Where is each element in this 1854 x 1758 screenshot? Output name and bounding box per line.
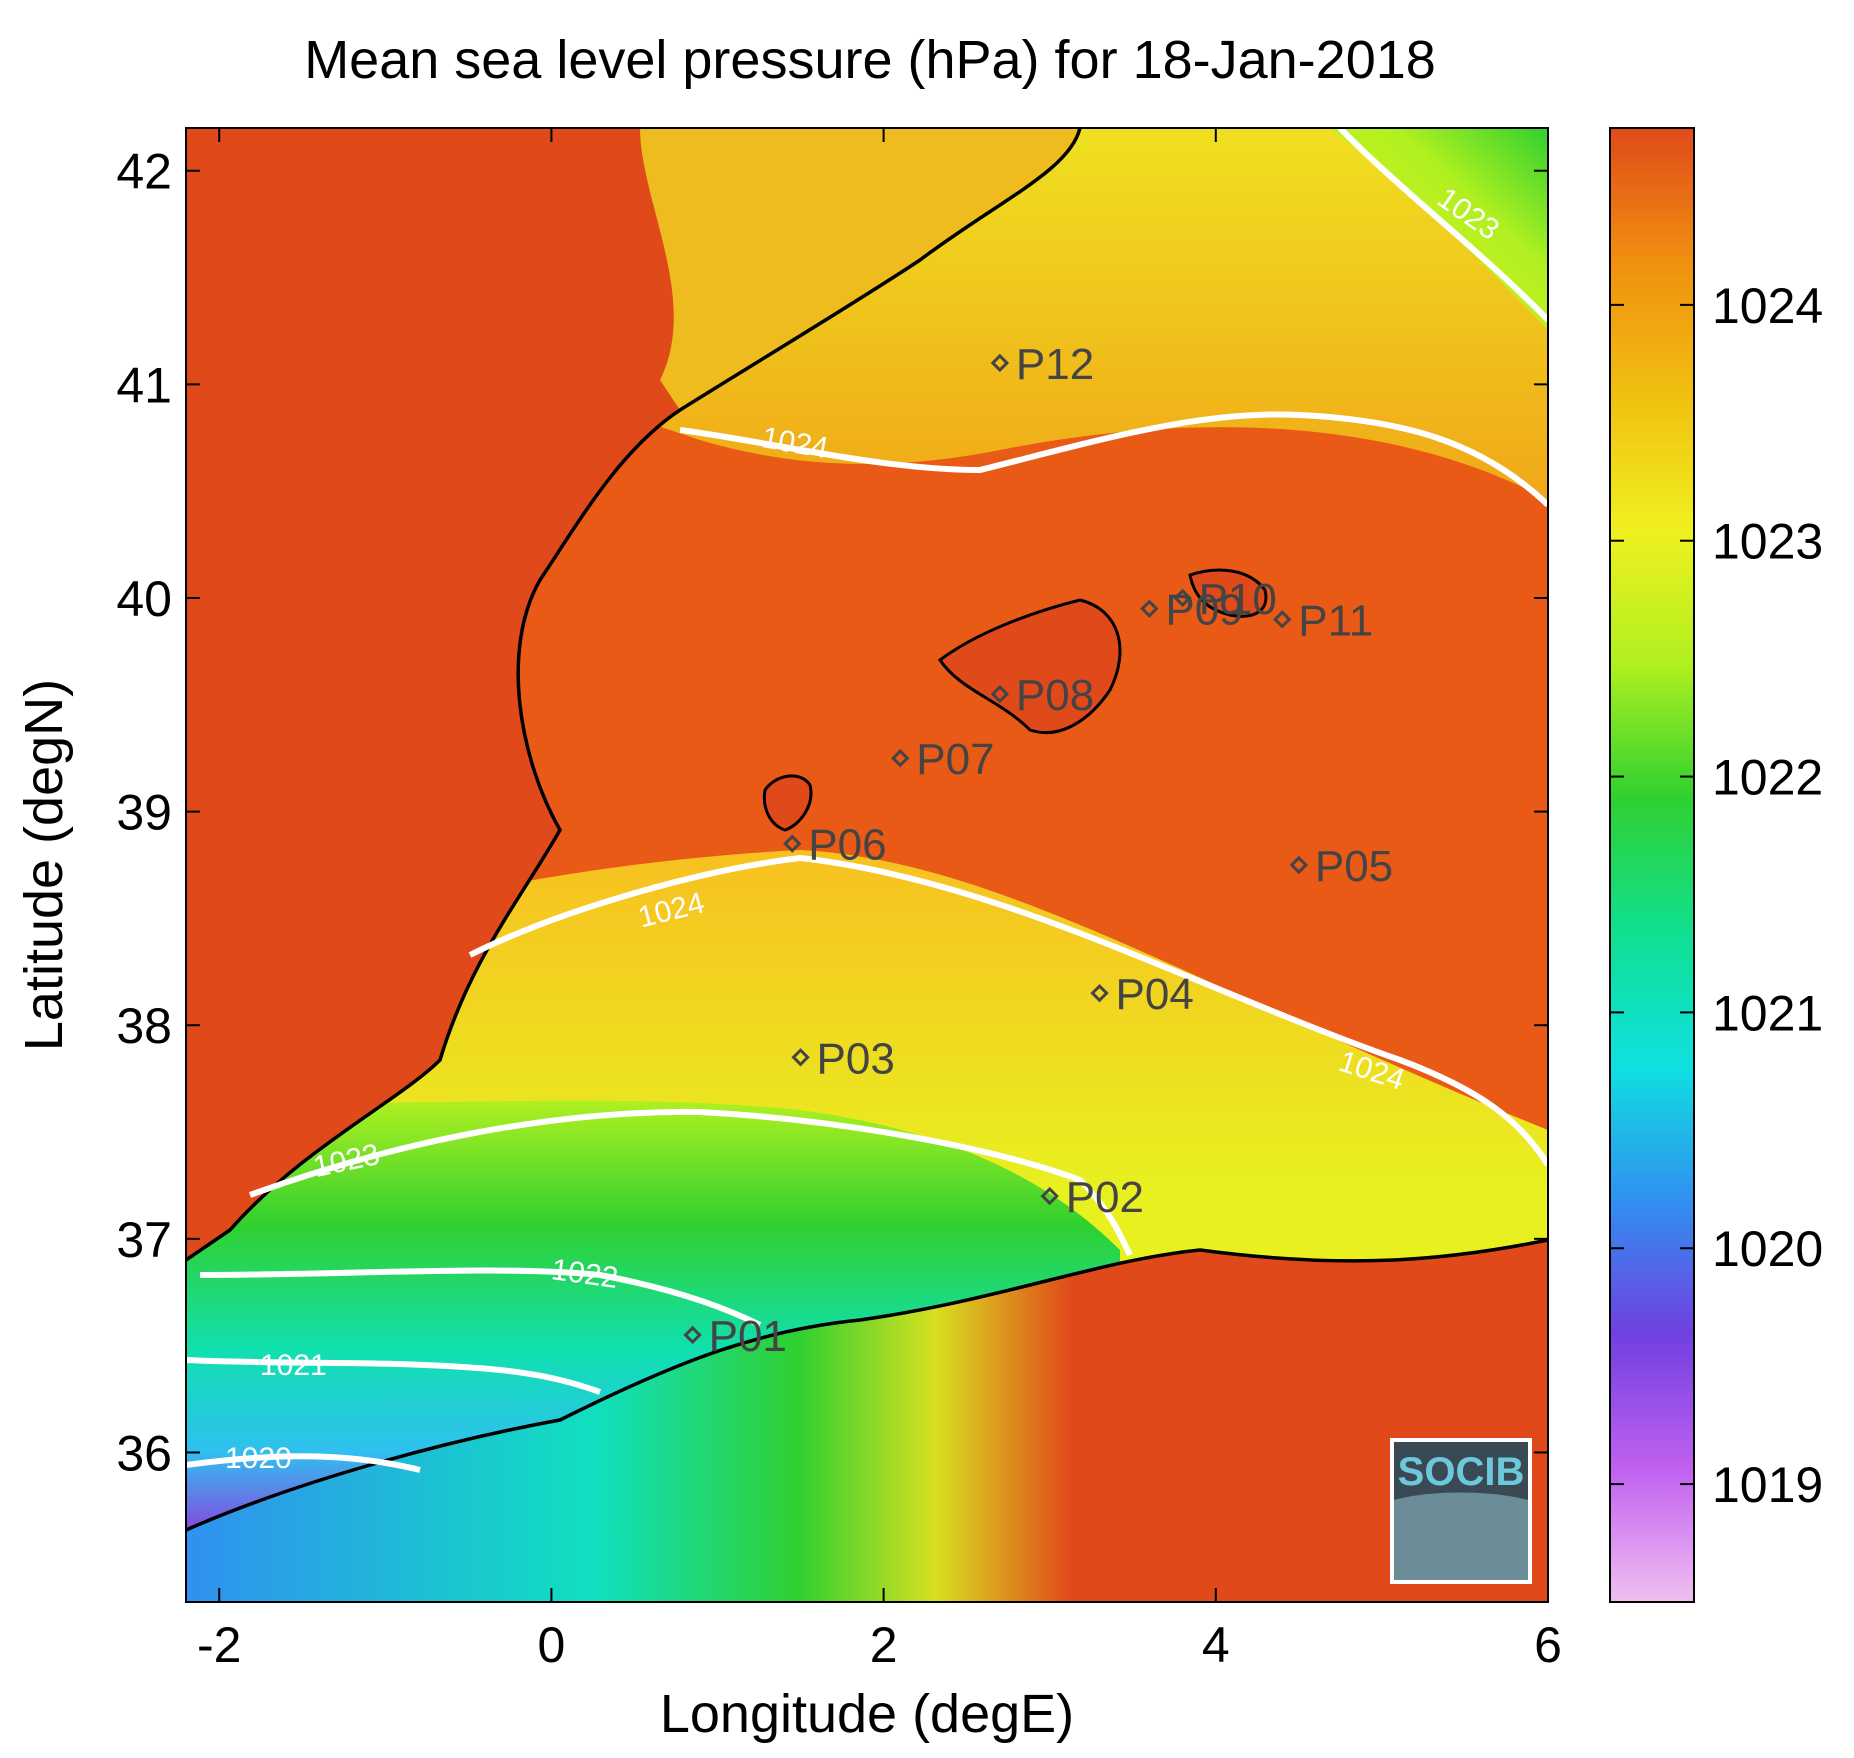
station-p03: P03 — [791, 1034, 895, 1083]
map-plot-area: 1024 1024 1024 1023 1023 1022 1021 1020 … — [186, 128, 1548, 1602]
y-tick-label: 37 — [116, 1212, 172, 1268]
iberia-coastal-strip — [640, 128, 1080, 410]
station-p01: P01 — [683, 1312, 787, 1361]
y-tick-label: 42 — [116, 144, 172, 200]
isobar-lines — [186, 128, 1548, 1473]
x-tick-label: -2 — [197, 1617, 241, 1673]
station-p06: P06 — [783, 821, 887, 870]
y-tick-label: 38 — [116, 998, 172, 1054]
station-label: P01 — [709, 1312, 787, 1361]
station-marker-icon — [1040, 1186, 1059, 1206]
station-p12: P12 — [990, 340, 1094, 389]
x-tick-label: 2 — [870, 1617, 898, 1673]
x-tick-label: 6 — [1534, 1617, 1562, 1673]
station-marker-icon — [1173, 588, 1192, 608]
station-label: P12 — [1016, 340, 1094, 389]
colorbar-tick-label: 1023 — [1712, 514, 1823, 570]
colorbar-tick-label: 1020 — [1712, 1221, 1823, 1277]
figure-title: Mean sea level pressure (hPa) for 18-Jan… — [304, 30, 1436, 90]
north-africa-land — [186, 1240, 1548, 1602]
station-p11: P11 — [1273, 596, 1373, 645]
colorbar-tick-label: 1022 — [1712, 750, 1823, 806]
station-p07: P07 — [891, 735, 995, 784]
africa-coastline — [186, 1238, 1548, 1532]
colorbar-tick-label: 1019 — [1712, 1457, 1823, 1513]
colorbar-tick-label: 1021 — [1712, 985, 1823, 1041]
x-tick-label: 4 — [1202, 1617, 1230, 1673]
y-axis: 36 37 38 39 40 41 42 — [116, 144, 1548, 1481]
isobar-label-1021: 1021 — [260, 1349, 327, 1382]
station-marker-icon — [1289, 855, 1309, 875]
y-tick-label: 41 — [116, 357, 172, 413]
station-label: P04 — [1116, 970, 1194, 1019]
station-marker-icon — [683, 1325, 702, 1345]
station-label: P10 — [1199, 575, 1277, 624]
plot-frame — [185, 127, 1549, 1603]
y-tick-label: 36 — [116, 1425, 172, 1481]
colorbar — [1609, 127, 1695, 1603]
station-marker-icon — [783, 834, 802, 853]
isobar-1024-north — [679, 411, 1548, 508]
x-axis: -2 0 2 4 6 — [197, 128, 1562, 1673]
station-marker-icon — [990, 353, 1010, 373]
socib-logo-wave — [1394, 1492, 1528, 1580]
x-tick-label: 0 — [538, 1617, 566, 1673]
station-label: P02 — [1066, 1173, 1144, 1222]
isobar-1020 — [186, 1453, 421, 1473]
station-p02: P02 — [1040, 1173, 1144, 1222]
station-label: P08 — [1016, 671, 1094, 720]
socib-logo: SOCIB — [1390, 1438, 1532, 1584]
iberia-land — [186, 128, 1080, 1260]
y-tick-label: 40 — [116, 571, 172, 627]
station-p05: P05 — [1289, 842, 1393, 891]
isobar-label-1020: 1020 — [225, 1442, 292, 1475]
station-label: P06 — [808, 821, 886, 870]
x-axis-label: Longitude (degE) — [660, 1684, 1074, 1744]
colorbar-axis: 1019 1020 1021 1022 1023 1024 — [1610, 278, 1823, 1513]
isobar-1022 — [199, 1267, 762, 1328]
station-marker-icon — [1090, 983, 1109, 1003]
station-marker-icon — [990, 684, 1010, 704]
station-p04: P04 — [1090, 970, 1194, 1019]
station-marker-icon — [791, 1048, 810, 1067]
mallorca-island — [937, 598, 1122, 735]
socib-logo-text: SOCIB — [1398, 1450, 1525, 1494]
iberia-coastline — [186, 128, 1082, 1262]
station-marker-icon — [1140, 599, 1159, 618]
station-label: P07 — [916, 735, 994, 784]
station-label: P11 — [1298, 596, 1373, 645]
isobar-1023-northeast — [1337, 128, 1548, 323]
y-axis-label: Latitude (degN) — [14, 679, 74, 1051]
station-marker-icon — [1273, 610, 1292, 629]
station-marker-icon — [891, 748, 910, 768]
isobar-1023 — [248, 1108, 1133, 1257]
station-p08: P08 — [990, 671, 1094, 720]
station-p10: P10 — [1173, 575, 1277, 624]
sea-field-northeast — [1330, 128, 1548, 330]
menorca-island — [1188, 568, 1268, 618]
isobar-1024-south — [468, 854, 1548, 1167]
ibiza-island — [762, 774, 813, 832]
colorbar-tick-label: 1024 — [1712, 278, 1823, 334]
y-tick-label: 39 — [116, 785, 172, 841]
isobar-1021 — [186, 1357, 601, 1395]
station-label: P03 — [817, 1034, 895, 1083]
station-label: P05 — [1315, 842, 1393, 891]
